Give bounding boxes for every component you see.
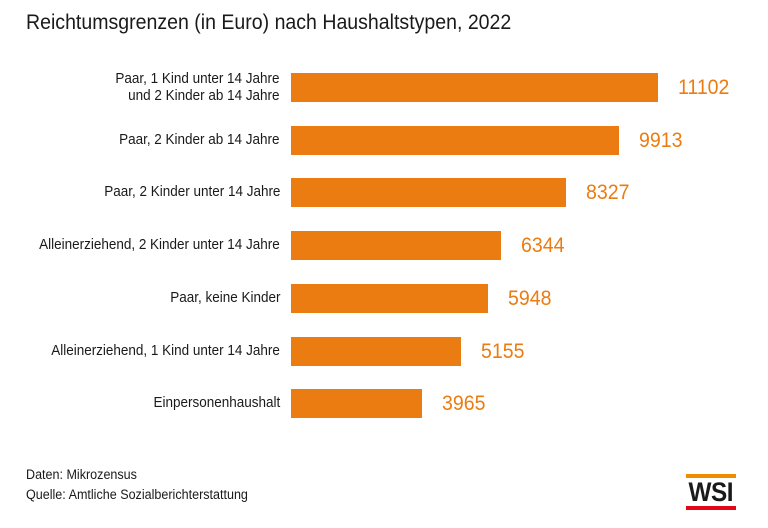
category-label-text: Einpersonenhaushalt <box>153 395 280 412</box>
chart-title: Reichtumsgrenzen (in Euro) nach Haushalt… <box>26 11 548 35</box>
category-label: Alleinerziehend, 2 Kinder unter 14 Jahre <box>0 231 280 260</box>
value-label: 11102 <box>678 73 733 102</box>
category-label: Einpersonenhaushalt <box>0 389 280 418</box>
source-note-line1: Daten: Mikrozensus <box>26 467 137 482</box>
category-label: Paar, 1 Kind unter 14 Jahre und 2 Kinder… <box>0 71 280 104</box>
value-label-text: 8327 <box>586 181 630 204</box>
bar <box>291 284 488 313</box>
value-label: 6344 <box>521 231 568 260</box>
value-label: 5155 <box>481 337 528 366</box>
value-label-text: 9913 <box>639 129 683 152</box>
source-note: Daten: Mikrozensus Quelle: Amtliche Sozi… <box>26 465 265 504</box>
bar <box>291 337 461 366</box>
category-label: Paar, 2 Kinder ab 14 Jahre <box>0 126 280 155</box>
chart-title-text: Reichtumsgrenzen (in Euro) nach Haushalt… <box>26 11 512 34</box>
value-label-text: 11102 <box>678 76 730 99</box>
bar <box>291 389 422 418</box>
bar <box>291 178 566 207</box>
category-label: Paar, keine Kinder <box>0 284 280 313</box>
value-label-text: 3965 <box>442 392 486 415</box>
value-label: 5948 <box>508 284 555 313</box>
category-label: Paar, 2 Kinder unter 14 Jahre <box>0 178 280 207</box>
category-label-text: Paar, 2 Kinder unter 14 Jahre <box>103 184 280 201</box>
value-label: 8327 <box>586 178 633 207</box>
category-label-text: Paar, 2 Kinder ab 14 Jahre <box>119 132 280 149</box>
wsi-logo: WSI <box>684 474 738 510</box>
value-label-text: 5155 <box>481 340 525 363</box>
category-label: Alleinerziehend, 1 Kind unter 14 Jahre <box>0 337 280 366</box>
category-label-text: Alleinerziehend, 2 Kinder unter 14 Jahre <box>39 237 280 254</box>
bar <box>291 126 619 155</box>
value-label-text: 5948 <box>508 287 552 310</box>
category-label-text: Paar, 1 Kind unter 14 Jahre und 2 Kinder… <box>115 71 280 104</box>
value-label-text: 6344 <box>521 234 565 257</box>
category-label-text: Alleinerziehend, 1 Kind unter 14 Jahre <box>51 343 280 360</box>
value-label: 3965 <box>442 389 489 418</box>
logo-text: WSI <box>688 477 734 507</box>
logo-bottom-bar <box>686 506 736 510</box>
bar <box>291 231 501 260</box>
logo-top-bar <box>686 474 736 478</box>
category-label-text: Paar, keine Kinder <box>169 290 280 307</box>
value-label: 9913 <box>639 126 686 155</box>
source-note-line2: Quelle: Amtliche Sozialberichterstattung <box>26 486 248 502</box>
bar <box>291 73 658 102</box>
